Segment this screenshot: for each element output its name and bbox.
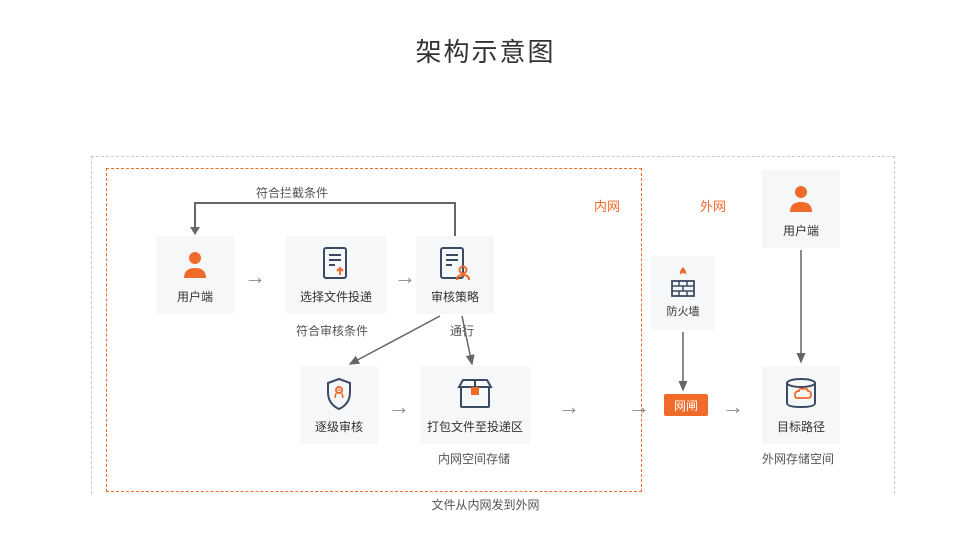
- arrow-right-icon: →: [244, 264, 266, 290]
- node-client-in: 用户端: [156, 236, 234, 314]
- node-label: 打包文件至投递区: [427, 418, 523, 435]
- arrow-down-icon: [190, 227, 200, 235]
- node-client-out: 用户端: [762, 170, 840, 248]
- flow-line: [194, 202, 455, 204]
- shield-icon: [321, 376, 357, 412]
- node-audit-policy: 审核策略: [416, 236, 494, 314]
- diagram-title: 架构示意图: [0, 32, 971, 69]
- gateway-label: 网闸: [674, 397, 698, 414]
- annotation-storage-out: 外网存储空间: [762, 450, 834, 467]
- node-select-file: 选择文件投递: [286, 236, 386, 314]
- flow-line: [194, 202, 196, 228]
- file-user-icon: [437, 246, 473, 282]
- annotation-block-cond: 符合拦截条件: [256, 184, 328, 201]
- node-package: 打包文件至投递区: [420, 366, 530, 444]
- node-label: 目标路径: [777, 418, 825, 435]
- box-icon: [457, 376, 493, 412]
- zone-label-inside: 内网: [594, 196, 620, 215]
- node-label: 逐级审核: [315, 418, 363, 435]
- outer-box-label: 文件从内网发到外网: [0, 496, 971, 513]
- node-label: 审核策略: [431, 288, 479, 305]
- annotation-pass: 通行: [450, 322, 474, 339]
- node-label: 选择文件投递: [300, 288, 372, 305]
- arrow-right-icon: →: [388, 394, 410, 420]
- arrow-right-icon: →: [394, 264, 416, 290]
- node-step-audit: 逐级审核: [300, 366, 378, 444]
- firewall-icon: [668, 267, 698, 297]
- node-firewall: 防火墙: [651, 256, 715, 330]
- node-label: 防火墙: [667, 303, 700, 319]
- zone-label-outside: 外网: [700, 196, 726, 215]
- annotation-audit-cond: 符合审核条件: [296, 322, 368, 339]
- node-label: 用户端: [783, 222, 819, 239]
- node-label: 用户端: [177, 288, 213, 305]
- file-up-icon: [318, 246, 354, 282]
- arrow-right-icon: →: [722, 394, 744, 420]
- arrow-right-icon: →: [628, 394, 650, 420]
- user-icon: [177, 246, 213, 282]
- node-gateway: 网闸: [664, 394, 708, 416]
- node-target-path: 目标路径: [762, 366, 840, 444]
- user-icon: [783, 180, 819, 216]
- cloud-db-icon: [783, 376, 819, 412]
- annotation-storage-in: 内网空间存储: [438, 450, 510, 467]
- flow-line: [454, 202, 456, 236]
- arrow-right-icon: →: [558, 394, 580, 420]
